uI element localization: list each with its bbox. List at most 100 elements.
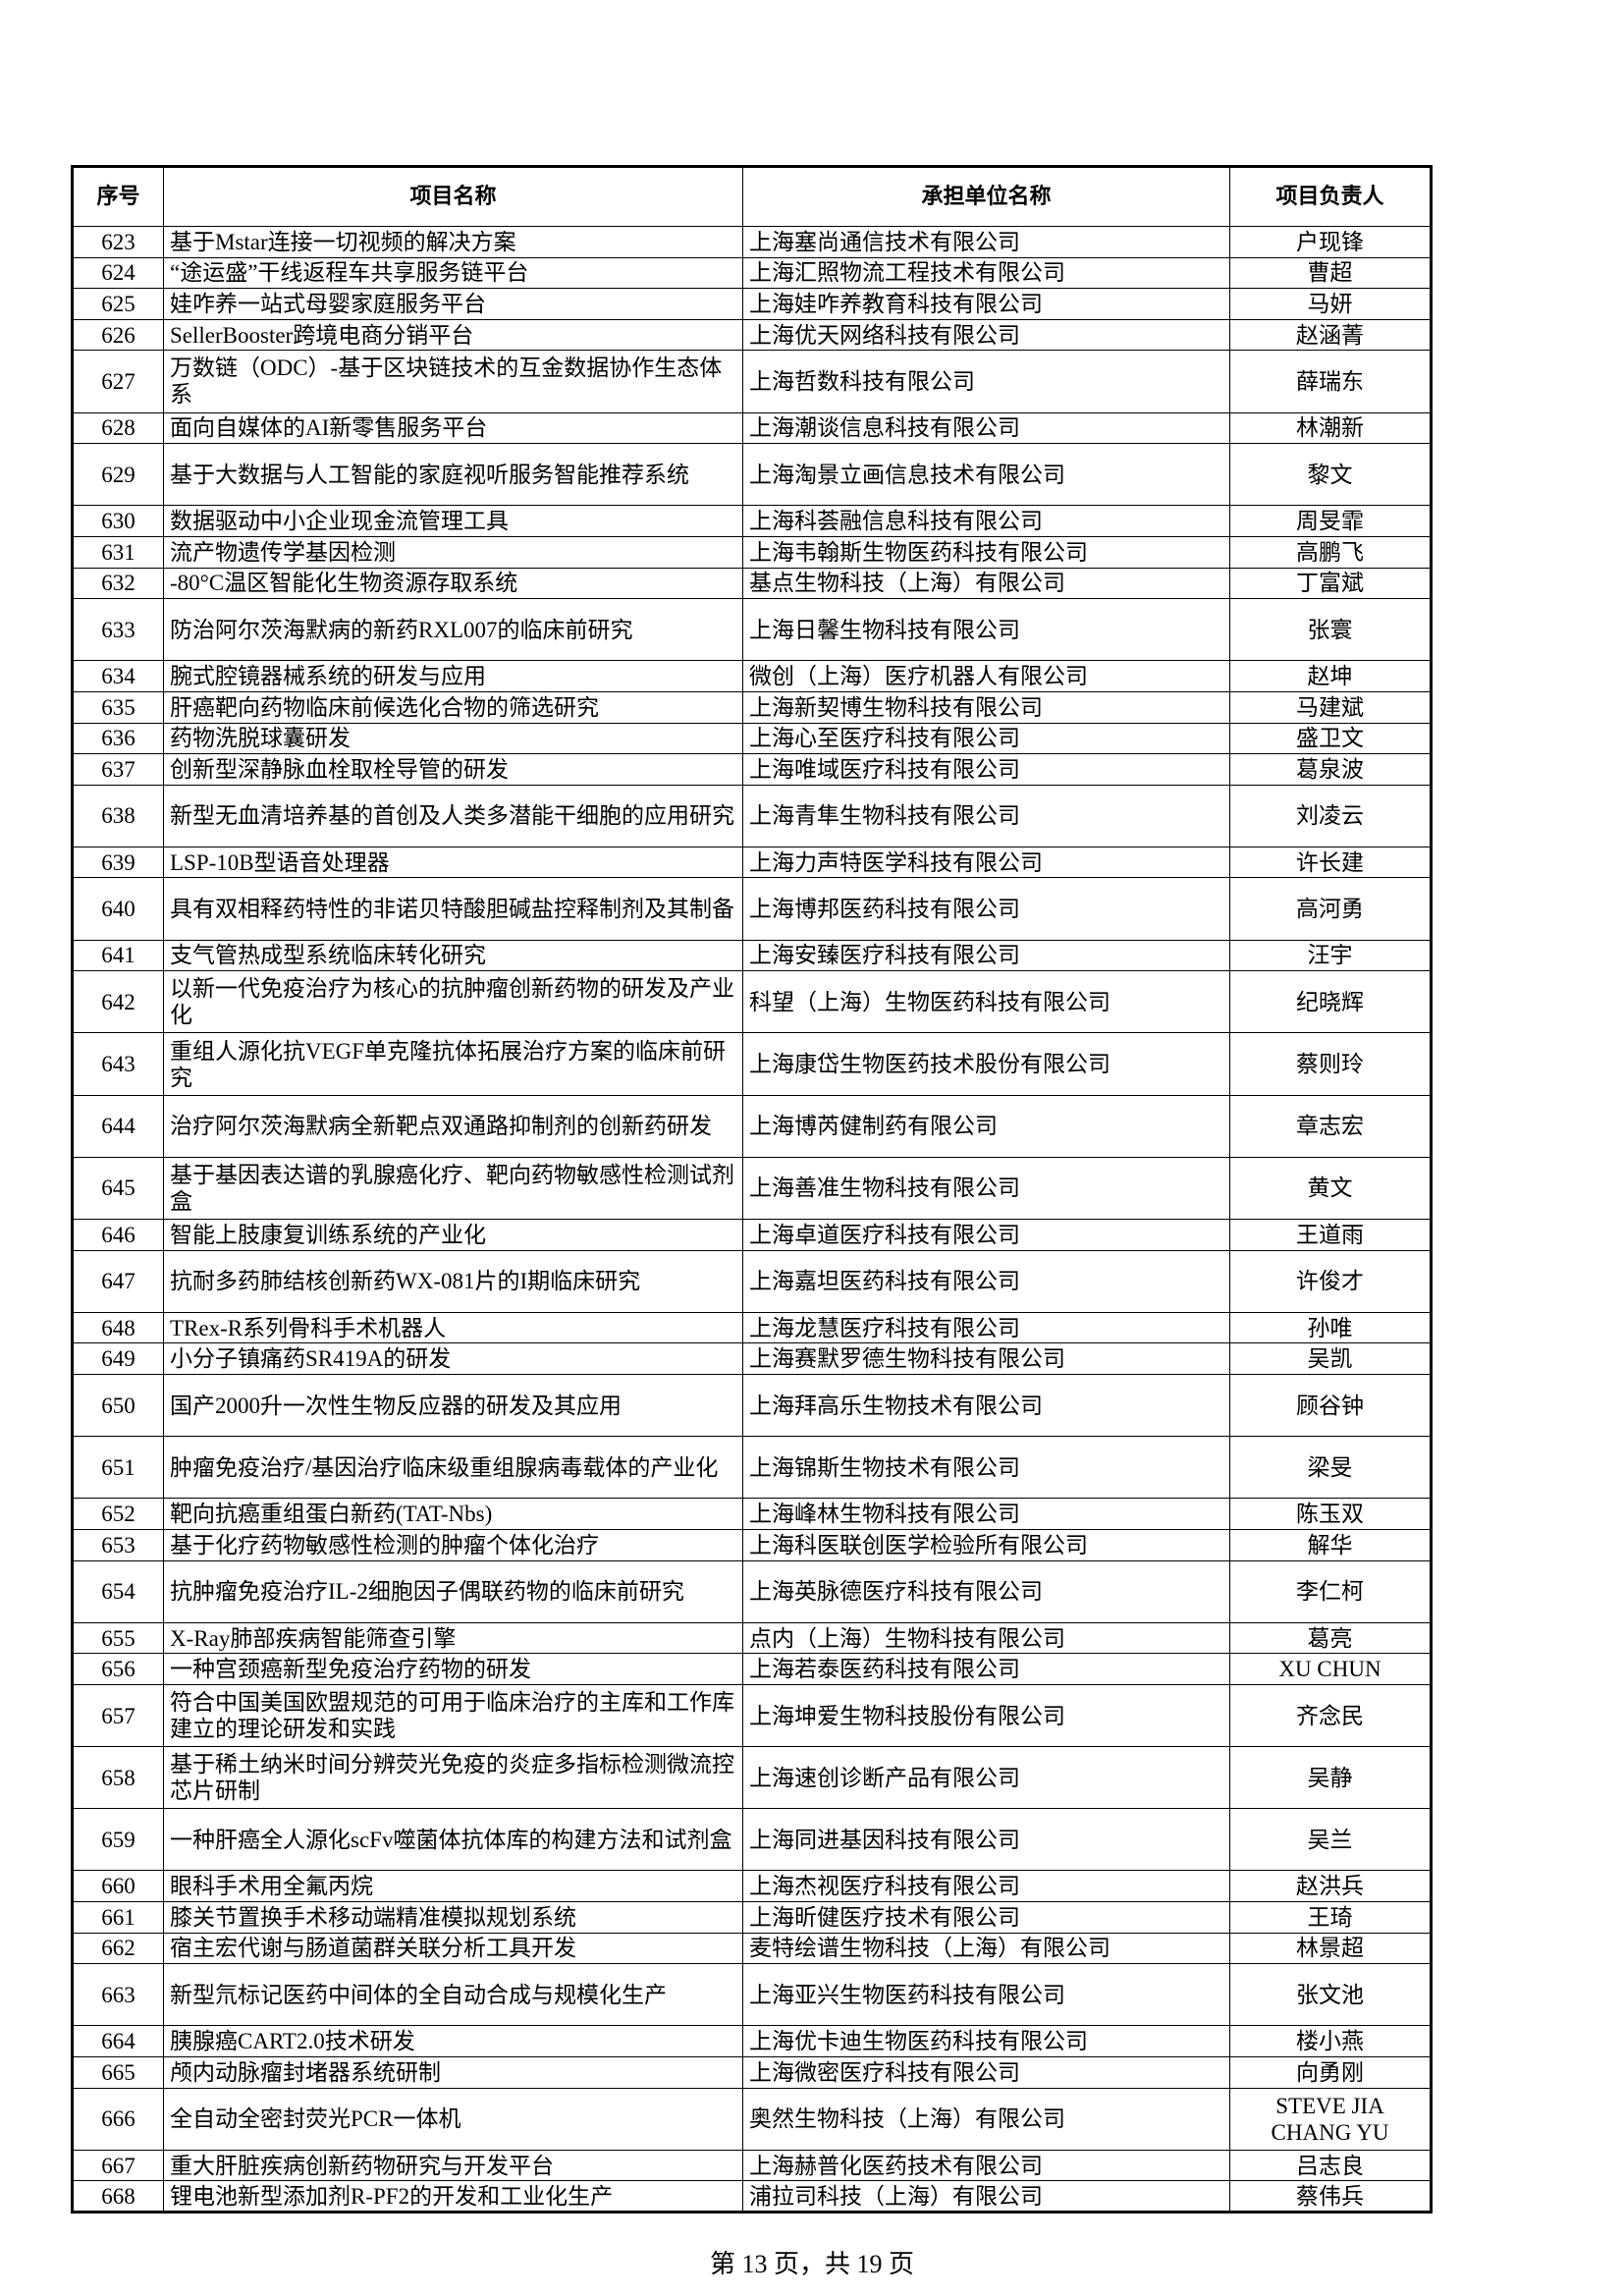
- row-number: 654: [72, 1559, 164, 1623]
- project-name: 一种肝癌全人源化scFv噬菌体抗体库的构建方法和试剂盒: [163, 1808, 743, 1872]
- table-row: 658 基于稀土纳米时间分辨荧光免疫的炎症多指标检测微流控芯片研制 上海速创诊断产品…: [72, 1746, 1432, 1810]
- table-row: 652 靶向抗癌重组蛋白新药(TAT-Nbs) 上海峰林生物科技有限公司 陈玉双: [72, 1498, 1432, 1530]
- row-number: 637: [72, 753, 164, 786]
- organization: 上海科医联创医学检验所有限公司: [742, 1528, 1230, 1561]
- row-number: 633: [72, 598, 164, 662]
- project-name: 腕式腔镜器械系统的研发与应用: [163, 660, 743, 692]
- project-leader: 李仁柯: [1229, 1559, 1432, 1623]
- row-number: 649: [72, 1342, 164, 1375]
- table-row: 634 腕式腔镜器械系统的研发与应用 微创（上海）医疗机器人有限公司 赵坤: [72, 660, 1432, 692]
- project-leader: 许长建: [1229, 846, 1432, 879]
- organization: 上海博邦医药科技有限公司: [742, 877, 1230, 941]
- organization: 上海日馨生物科技有限公司: [742, 598, 1230, 662]
- row-number: 634: [72, 660, 164, 692]
- organization: 上海亚兴生物医药科技有限公司: [742, 1963, 1230, 2027]
- project-name: 肿瘤免疫治疗/基因治疗临床级重组腺病毒载体的产业化: [163, 1436, 743, 1500]
- table-row: 627 万数链（ODC）-基于区块链技术的互金数据协作生态体系 上海哲数科技有限公司…: [72, 350, 1432, 413]
- row-number: 638: [72, 784, 164, 847]
- organization: 上海安臻医疗科技有限公司: [742, 939, 1230, 972]
- row-number: 636: [72, 722, 164, 755]
- project-name: 符合中国美国欧盟规范的可用于临床治疗的主库和工作库建立的理论研发和实践: [163, 1683, 743, 1748]
- project-leader: 张寰: [1229, 598, 1432, 662]
- row-number: 623: [72, 226, 164, 258]
- project-name: 抗肿瘤免疫治疗IL-2细胞因子偶联药物的临床前研究: [163, 1559, 743, 1623]
- row-number: 630: [72, 505, 164, 537]
- project-leader: 向勇刚: [1229, 2056, 1432, 2089]
- table-row: 659 一种肝癌全人源化scFv噬菌体抗体库的构建方法和试剂盒 上海同进基因科技有限…: [72, 1808, 1432, 1872]
- table-row: 664 胰腺癌CART2.0技术研发 上海优卡迪生物医药科技有限公司 楼小燕: [72, 2025, 1432, 2058]
- project-name: 重组人源化抗VEGF单克隆抗体拓展治疗方案的临床前研究: [163, 1032, 743, 1096]
- project-name: 智能上肢康复训练系统的产业化: [163, 1219, 743, 1251]
- organization: 上海韦翰斯生物医药科技有限公司: [742, 535, 1230, 569]
- project-name: 国产2000升一次性生物反应器的研发及其应用: [163, 1373, 743, 1438]
- table-row: 642 以新一代免疫治疗为核心的抗肿瘤创新药物的研发及产业化 科望（上海）生物医药科…: [72, 970, 1432, 1034]
- project-leader: 楼小燕: [1229, 2025, 1432, 2058]
- organization: 麦特绘谱生物科技（上海）有限公司: [742, 1932, 1230, 1965]
- project-name: 新型氘标记医药中间体的全自动合成与规模化生产: [163, 1963, 743, 2027]
- project-name: 娃咋养一站式母婴家庭服务平台: [163, 288, 743, 320]
- project-leader: 薛瑞东: [1229, 350, 1432, 413]
- project-name: 创新型深静脉血栓取栓导管的研发: [163, 753, 743, 786]
- row-number: 625: [72, 288, 164, 320]
- table-row: 639 LSP-10B型语音处理器 上海力声特医学科技有限公司 许长建: [72, 846, 1432, 879]
- project-leader: 张文池: [1229, 1963, 1432, 2027]
- project-name: -80°C温区智能化生物资源存取系统: [163, 567, 743, 600]
- table-row: 656 一种宫颈癌新型免疫治疗药物的研发 上海若泰医药科技有限公司 XU CHUN: [72, 1653, 1432, 1685]
- project-leader: 解华: [1229, 1528, 1432, 1561]
- project-leader: 齐念民: [1229, 1683, 1432, 1748]
- project-leader: 汪宇: [1229, 939, 1432, 972]
- organization: 上海拜高乐生物技术有限公司: [742, 1373, 1230, 1438]
- organization: 上海博芮健制药有限公司: [742, 1094, 1230, 1158]
- project-leader: XU CHUN: [1229, 1653, 1432, 1685]
- table-row: 647 抗耐多药肺结核创新药WX-081片的I期临床研究 上海嘉坦医药科技有限公司许…: [72, 1249, 1432, 1313]
- header-row: 序号 项目名称 承担单位名称 项目负责人: [72, 166, 1432, 227]
- project-name: 药物洗脱球囊研发: [163, 722, 743, 755]
- project-leader: 许俊才: [1229, 1249, 1432, 1313]
- table-row: 630 数据驱动中小企业现金流管理工具 上海科荟融信息科技有限公司 周旻霏: [72, 505, 1432, 537]
- project-leader: 曹超: [1229, 256, 1432, 290]
- project-name: 眼科手术用全氟丙烷: [163, 1870, 743, 1903]
- organization: 上海娃咋养教育科技有限公司: [742, 288, 1230, 320]
- project-name: 锂电池新型添加剂R-PF2的开发和工业化生产: [163, 2180, 743, 2213]
- row-number: 661: [72, 1901, 164, 1934]
- organization: 上海善准生物科技有限公司: [742, 1156, 1230, 1221]
- row-number: 639: [72, 846, 164, 879]
- project-name: X-Ray肺部疾病智能筛查引擎: [163, 1621, 743, 1655]
- organization: 上海峰林生物科技有限公司: [742, 1498, 1230, 1530]
- project-leader: 吴凯: [1229, 1342, 1432, 1375]
- table-row: 640 具有双相释药特性的非诺贝特酸胆碱盐控释制剂及其制备 上海博邦医药科技有限公司…: [72, 877, 1432, 941]
- organization: 上海卓道医疗科技有限公司: [742, 1219, 1230, 1251]
- table-row: 641 支气管热成型系统临床转化研究 上海安臻医疗科技有限公司 汪宇: [72, 939, 1432, 972]
- organization: 上海赛默罗德生物科技有限公司: [742, 1342, 1230, 1375]
- row-number: 668: [72, 2180, 164, 2213]
- organization: 上海汇照物流工程技术有限公司: [742, 256, 1230, 290]
- project-leader: 马建斌: [1229, 690, 1432, 724]
- project-leader: 蔡伟兵: [1229, 2180, 1432, 2213]
- organization: 上海新契博生物科技有限公司: [742, 690, 1230, 724]
- row-number: 666: [72, 2087, 164, 2151]
- row-number: 635: [72, 690, 164, 724]
- table-row: 635 肝癌靶向药物临床前候选化合物的筛选研究 上海新契博生物科技有限公司 马建斌: [72, 690, 1432, 724]
- row-number: 629: [72, 443, 164, 507]
- organization: 上海康岱生物医药技术股份有限公司: [742, 1032, 1230, 1096]
- column-header: 承担单位名称: [742, 166, 1230, 227]
- project-leader: 吴静: [1229, 1746, 1432, 1810]
- project-name: 支气管热成型系统临床转化研究: [163, 939, 743, 972]
- project-leader: 赵洪兵: [1229, 1870, 1432, 1903]
- organization: 上海赫普化医药技术有限公司: [742, 2149, 1230, 2182]
- organization: 奥然生物科技（上海）有限公司: [742, 2087, 1230, 2151]
- project-name: 小分子镇痛药SR419A的研发: [163, 1342, 743, 1375]
- project-leader: 章志宏: [1229, 1094, 1432, 1158]
- table-row: 668 锂电池新型添加剂R-PF2的开发和工业化生产 浦拉司科技（上海）有限公司 蔡伟…: [72, 2180, 1432, 2213]
- table-row: 661 膝关节置换手术移动端精准模拟规划系统 上海昕健医疗技术有限公司 王琦: [72, 1901, 1432, 1934]
- organization: 上海青隼生物科技有限公司: [742, 784, 1230, 847]
- table-row: 662 宿主宏代谢与肠道菌群关联分析工具开发 麦特绘谱生物科技（上海）有限公司 林景超: [72, 1932, 1432, 1965]
- project-name: 面向自媒体的AI新零售服务平台: [163, 411, 743, 445]
- table-row: 631 流产物遗传学基因检测 上海韦翰斯生物医药科技有限公司 高鹏飞: [72, 535, 1432, 569]
- table-row: 636 药物洗脱球囊研发 上海心至医疗科技有限公司 盛卫文: [72, 722, 1432, 755]
- table-row: 625 娃咋养一站式母婴家庭服务平台 上海娃咋养教育科技有限公司 马妍: [72, 288, 1432, 320]
- project-leader: 黄文: [1229, 1156, 1432, 1221]
- table-row: 665 颅内动脉瘤封堵器系统研制 上海微密医疗科技有限公司 向勇刚: [72, 2056, 1432, 2089]
- table-row: 651 肿瘤免疫治疗/基因治疗临床级重组腺病毒载体的产业化 上海锦斯生物技术有限公司…: [72, 1436, 1432, 1500]
- organization: 上海杰视医疗科技有限公司: [742, 1870, 1230, 1903]
